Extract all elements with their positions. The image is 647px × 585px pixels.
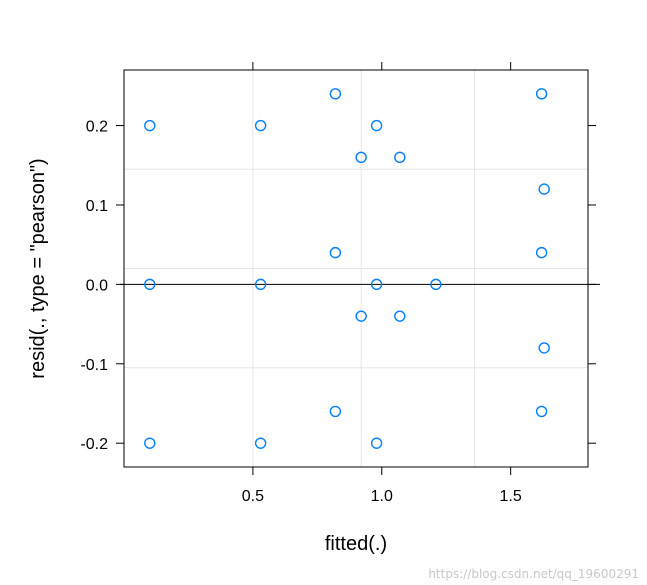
data-point [254, 278, 267, 291]
x-tick-label: 1.0 [371, 488, 393, 505]
data-point [370, 278, 383, 291]
data-point [329, 405, 342, 418]
data-point [394, 151, 406, 164]
data-point [355, 310, 367, 322]
axis-ticks: 0.5 1.0 1.5 -0.2 -0.1 0.0 0.1 0.2 [80, 62, 596, 505]
data-point [538, 342, 550, 354]
data-point [144, 119, 156, 132]
data-point [370, 119, 383, 132]
watermark-text: https://blog.csdn.net/qq_19600291 [428, 567, 639, 581]
y-tick-label: 0.0 [86, 277, 108, 294]
plot-panel-border [123, 69, 589, 468]
data-point [535, 405, 548, 418]
x-tick-label: 0.5 [242, 488, 264, 505]
y-tick-label: 0.2 [86, 119, 108, 136]
x-tick-label: 1.5 [500, 488, 522, 505]
y-tick-label: -0.2 [80, 436, 108, 453]
grid-lines [124, 70, 588, 467]
x-axis-title: fitted(.) [325, 533, 387, 555]
data-point [355, 151, 367, 164]
data-point [144, 278, 156, 291]
data-point [254, 437, 267, 449]
data-point [144, 437, 156, 449]
data-point [538, 183, 550, 195]
data-point [535, 246, 548, 259]
data-point [254, 119, 267, 132]
data-point [430, 278, 442, 291]
data-point [329, 246, 342, 259]
y-tick-label: -0.1 [80, 357, 108, 374]
data-point [394, 310, 406, 322]
data-point [535, 88, 548, 100]
y-axis-title: resid(., type = "pearson") [27, 158, 49, 378]
data-points [144, 88, 550, 449]
data-point [329, 88, 342, 100]
y-tick-label: 0.1 [86, 198, 108, 215]
data-point [370, 437, 383, 449]
